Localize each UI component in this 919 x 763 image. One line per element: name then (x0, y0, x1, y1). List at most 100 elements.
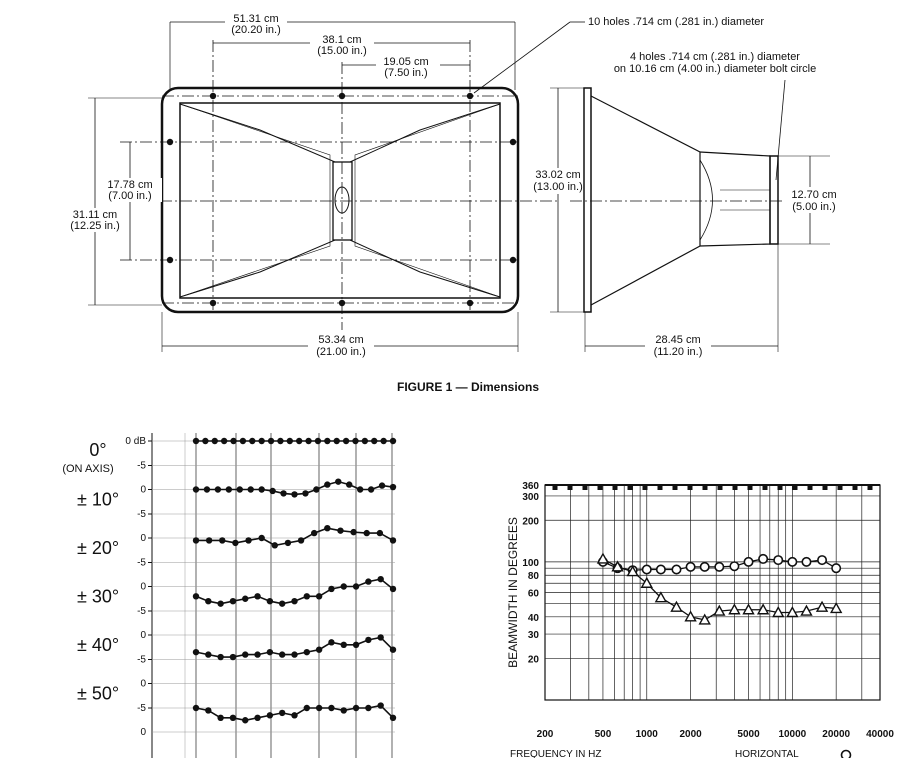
holes-leader (473, 21, 571, 94)
offaxis-point (291, 491, 298, 498)
beam-top-band-mark (642, 484, 648, 490)
offaxis-point (377, 575, 384, 583)
offaxis-point (266, 648, 274, 656)
beam-top-band-mark (867, 484, 873, 490)
offaxis-point (266, 712, 274, 719)
offaxis-point (232, 539, 239, 547)
offaxis-point (365, 704, 372, 712)
holes-note: 10 holes .714 cm (.281 in.) diameter (588, 16, 764, 28)
offaxis-point (271, 542, 278, 549)
bolt-note-2: on 10.16 cm (4.00 in.) diameter bolt cir… (614, 63, 816, 75)
offaxis-point (363, 529, 370, 537)
beam-top-band-mark (672, 484, 678, 490)
offaxis-point (295, 437, 303, 445)
beam-x-tick-label: 10000 (778, 729, 806, 740)
base-width-label: 53.34 cm (318, 334, 363, 346)
offaxis-point (328, 585, 335, 593)
offaxis-point (352, 704, 360, 712)
beam-x-tick-label: 40000 (866, 729, 894, 740)
beam-triangle-point (713, 604, 726, 616)
beam-y-tick-label: 30 (528, 630, 540, 641)
offaxis-point (389, 646, 397, 653)
offaxis-point (286, 437, 294, 445)
offaxis-angle-label: ± 40° (77, 635, 119, 655)
beam-y-tick-label: 80 (528, 571, 540, 582)
offaxis-scale-zero: 0 (140, 533, 146, 544)
throat-in-label: (5.00 in.) (792, 201, 835, 213)
offaxis-point (247, 486, 254, 493)
offaxis-point (352, 583, 360, 590)
offaxis-point (242, 717, 249, 724)
offaxis-point (203, 486, 211, 493)
beam-top-band-mark (777, 484, 783, 490)
mounting-hole (166, 138, 174, 146)
mounting-hole (509, 138, 517, 146)
beam-horizontal-point (714, 561, 725, 572)
horn-flare-bottom (179, 239, 501, 298)
beam-triangle-point (670, 600, 683, 612)
offaxis-point (258, 534, 265, 542)
offaxis-point (211, 437, 218, 445)
offaxis-point (192, 437, 200, 445)
beam-horizontal-point (729, 561, 740, 572)
offaxis-point (205, 537, 213, 544)
offaxis-scale-minus5: -5 (137, 606, 146, 617)
offaxis-point (245, 537, 252, 544)
beam-horizontal-point (699, 561, 710, 572)
beam-x-tick-label: 2000 (679, 729, 702, 740)
mounting-hole (166, 256, 174, 264)
offaxis-point (324, 481, 331, 488)
offaxis-point (205, 598, 212, 605)
beam-top-band-mark (567, 484, 573, 490)
height-side-in-label: (13.00 in.) (533, 181, 583, 193)
beam-triangle-point (654, 591, 668, 603)
offaxis-point (340, 641, 347, 648)
offaxis-scale-zero: 0 (140, 485, 146, 496)
offaxis-point (217, 653, 224, 661)
offaxis-scale-minus5: -5 (137, 703, 146, 714)
offaxis-point (280, 490, 287, 497)
beam-y-tick-label: 300 (522, 492, 539, 503)
offaxis-point (192, 537, 200, 544)
offaxis-point (340, 583, 347, 590)
offaxis-point (284, 539, 292, 547)
label-bg (310, 33, 374, 57)
beam-x-axis-title: FREQUENCY IN HZ (510, 749, 602, 758)
depth-in-label: (11.20 in.) (654, 346, 703, 358)
offaxis-point (278, 709, 286, 717)
offaxis-point (254, 651, 261, 658)
offaxis-scale-minus5: -5 (137, 655, 146, 666)
label-bg (645, 333, 711, 359)
beam-top-band-mark (582, 484, 588, 490)
mounting-holes (166, 92, 517, 307)
offaxis-scale-zero: 0 (140, 679, 146, 690)
offaxis-angle-label: ± 30° (77, 587, 119, 607)
offaxis-point (236, 486, 243, 493)
offaxis-point (352, 437, 359, 445)
mounting-hole (509, 256, 517, 264)
offaxis-point (376, 529, 384, 537)
offaxis-point (378, 482, 386, 489)
depth-label: 28.45 cm (655, 334, 700, 346)
label-bg (782, 187, 846, 213)
mounting-hole (209, 92, 217, 100)
beam-top-band-mark (552, 484, 558, 490)
offaxis-point (335, 478, 342, 485)
offaxis-point (229, 714, 237, 721)
offaxis-point (258, 486, 265, 493)
offaxis-point (205, 707, 212, 714)
offaxis-point (352, 641, 360, 648)
offaxis-point (220, 437, 228, 445)
beam-top-band-mark (717, 484, 723, 490)
offaxis-point (311, 529, 318, 537)
beam-legend-label: HORIZONTAL (735, 749, 799, 758)
horn-left-wall (179, 103, 331, 298)
offaxis-point (205, 651, 212, 658)
beam-horizontal-point (831, 563, 842, 574)
label-bg (225, 12, 287, 36)
offaxis-point (242, 595, 249, 602)
offaxis-point (277, 437, 284, 445)
mounting-hole (338, 299, 346, 307)
offaxis-point (278, 600, 286, 607)
beam-y-tick-label: 20 (528, 654, 540, 665)
